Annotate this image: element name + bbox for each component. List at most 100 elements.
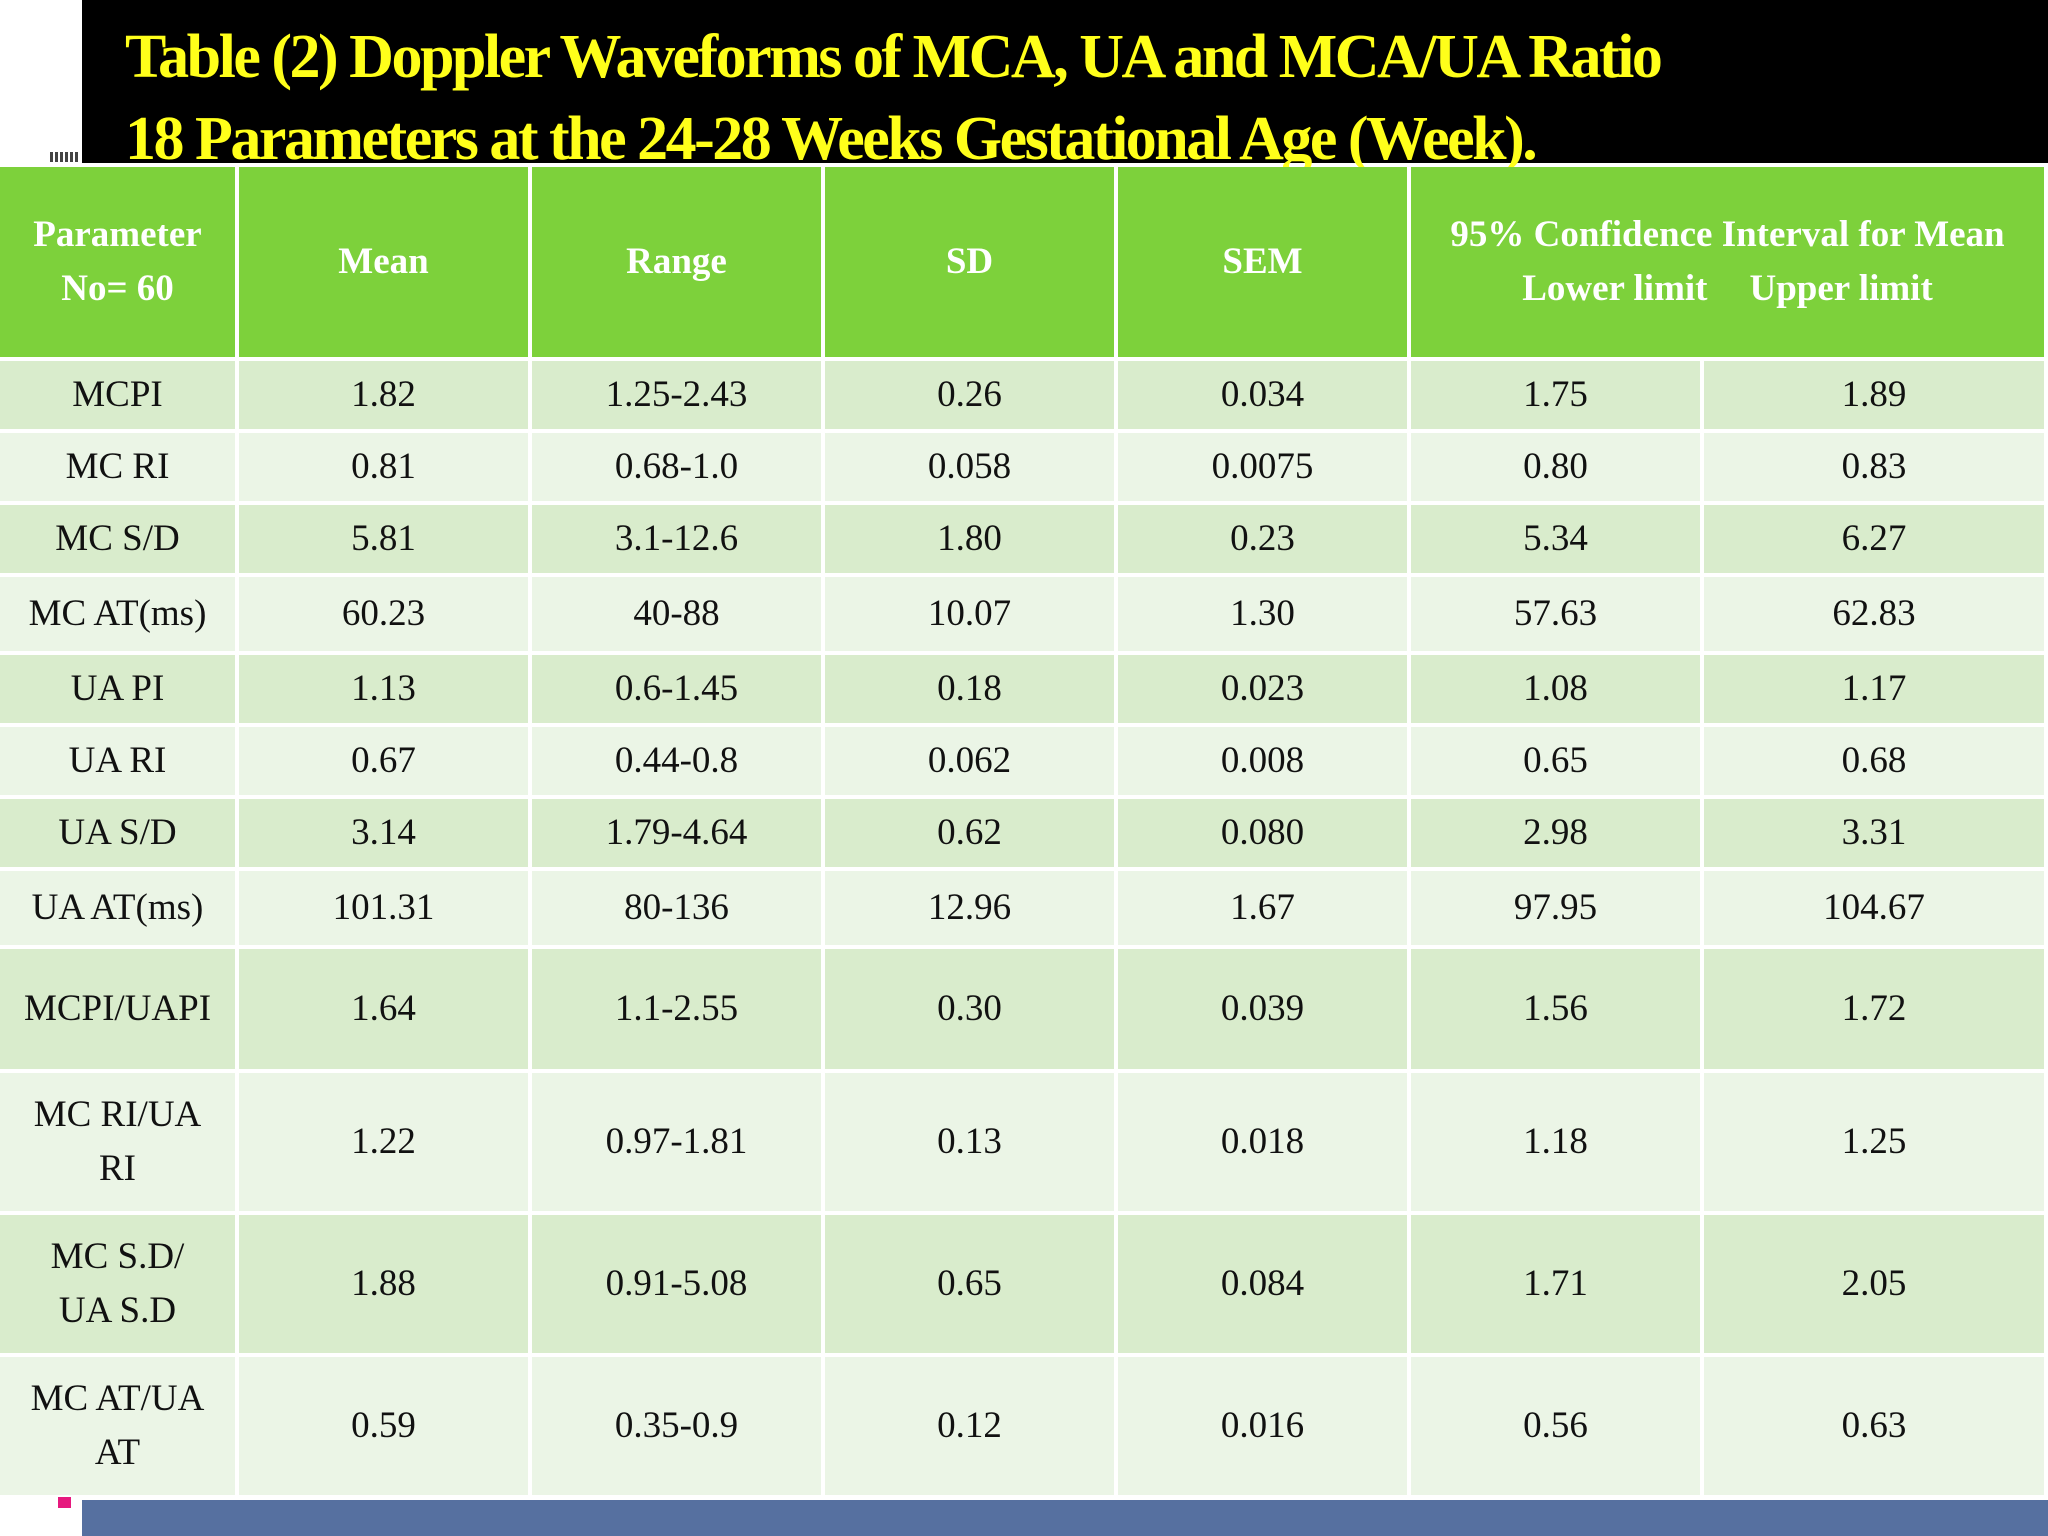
cell-lower: 2.98 — [1411, 799, 1700, 867]
cell-lower: 1.18 — [1411, 1073, 1700, 1211]
table-row: UA AT(ms) 101.31 80-136 12.96 1.67 97.95… — [0, 871, 2044, 945]
cell-sem: 0.23 — [1118, 505, 1407, 573]
cell-range: 40-88 — [532, 577, 821, 651]
cell-parameter-line-1: MC AT/UA — [30, 1378, 205, 1420]
decorative-pink-mark — [58, 1497, 71, 1508]
cell-parameter: MC S.D/ UA S.D — [0, 1215, 235, 1353]
cell-sd: 0.62 — [825, 799, 1114, 867]
cell-sem: 0.018 — [1118, 1073, 1407, 1211]
cell-sd: 0.26 — [825, 361, 1114, 429]
footer-bar — [82, 1500, 2048, 1536]
cell-mean: 1.22 — [239, 1073, 528, 1211]
header-sd: SD — [825, 167, 1114, 357]
cell-mean: 1.88 — [239, 1215, 528, 1353]
table-row: MC S/D 5.81 3.1-12.6 1.80 0.23 5.34 6.27 — [0, 505, 2044, 573]
cell-parameter: UA S/D — [0, 799, 235, 867]
cell-parameter: MC AT(ms) — [0, 577, 235, 651]
cell-mean: 1.64 — [239, 949, 528, 1069]
table-row: UA RI 0.67 0.44-0.8 0.062 0.008 0.65 0.6… — [0, 727, 2044, 795]
cell-parameter: MC RI — [0, 433, 235, 501]
table-row: MC AT(ms) 60.23 40-88 10.07 1.30 57.63 6… — [0, 577, 2044, 651]
table-row: MC AT/UA AT 0.59 0.35-0.9 0.12 0.016 0.5… — [0, 1357, 2044, 1495]
cell-sd: 10.07 — [825, 577, 1114, 651]
cell-lower: 1.75 — [1411, 361, 1700, 429]
cell-mean: 101.31 — [239, 871, 528, 945]
header-confidence-interval: 95% Confidence Interval for Mean Lower l… — [1411, 167, 2044, 357]
cell-sd: 12.96 — [825, 871, 1114, 945]
cell-lower: 0.56 — [1411, 1357, 1700, 1495]
cell-parameter-line-1: MC RI/UA — [33, 1094, 202, 1136]
cell-parameter-line-2: RI — [99, 1148, 136, 1189]
header-parameter-line-2: No= 60 — [61, 268, 174, 309]
table-row: MC S.D/ UA S.D 1.88 0.91-5.08 0.65 0.084… — [0, 1215, 2044, 1353]
header-upper-limit: Upper limit — [1749, 268, 1933, 309]
cell-parameter-line-2: AT — [94, 1432, 141, 1473]
cell-sem: 0.0075 — [1118, 433, 1407, 501]
cell-sem: 0.008 — [1118, 727, 1407, 795]
header-range: Range — [532, 167, 821, 357]
cell-mean: 0.81 — [239, 433, 528, 501]
cell-sd: 1.80 — [825, 505, 1114, 573]
header-mean: Mean — [239, 167, 528, 357]
cell-sd: 0.30 — [825, 949, 1114, 1069]
slide-title-line-1: Table (2) Doppler Waveforms of MCA, UA a… — [125, 23, 1663, 91]
cell-parameter: MC RI/UA RI — [0, 1073, 235, 1211]
header-parameter-line-1: Parameter — [33, 214, 202, 256]
cell-sem: 0.023 — [1118, 655, 1407, 723]
cell-parameter: UA PI — [0, 655, 235, 723]
cell-mean: 0.59 — [239, 1357, 528, 1495]
cell-upper: 6.27 — [1704, 505, 2044, 573]
cell-sd: 0.65 — [825, 1215, 1114, 1353]
cell-range: 0.35-0.9 — [532, 1357, 821, 1495]
cell-parameter: MCPI/UAPI — [0, 949, 235, 1069]
cell-parameter: UA AT(ms) — [0, 871, 235, 945]
cell-sd: 0.13 — [825, 1073, 1114, 1211]
cell-range: 0.91-5.08 — [532, 1215, 821, 1353]
cell-sem: 0.084 — [1118, 1215, 1407, 1353]
header-sem: SEM — [1118, 167, 1407, 357]
cell-range: 1.25-2.43 — [532, 361, 821, 429]
cell-sd: 0.058 — [825, 433, 1114, 501]
cell-sd: 0.062 — [825, 727, 1114, 795]
table-row: MCPI 1.82 1.25-2.43 0.26 0.034 1.75 1.89 — [0, 361, 2044, 429]
table-row: UA S/D 3.14 1.79-4.64 0.62 0.080 2.98 3.… — [0, 799, 2044, 867]
cell-range: 1.1-2.55 — [532, 949, 821, 1069]
cell-range: 3.1-12.6 — [532, 505, 821, 573]
title-bar — [82, 0, 2048, 163]
cell-range: 0.6-1.45 — [532, 655, 821, 723]
cell-upper: 1.72 — [1704, 949, 2044, 1069]
cell-range: 0.44-0.8 — [532, 727, 821, 795]
cell-lower: 1.71 — [1411, 1215, 1700, 1353]
cell-parameter-line-1: MC S.D/ — [50, 1236, 185, 1278]
table-header-row: Parameter No= 60 Mean Range SD SEM 95% C… — [0, 167, 2044, 357]
decorative-bar-mark — [50, 152, 78, 162]
cell-mean: 1.13 — [239, 655, 528, 723]
table-row: MC RI 0.81 0.68-1.0 0.058 0.0075 0.80 0.… — [0, 433, 2044, 501]
cell-parameter: MCPI — [0, 361, 235, 429]
header-lower-limit: Lower limit — [1522, 268, 1708, 309]
cell-lower: 1.56 — [1411, 949, 1700, 1069]
cell-upper: 62.83 — [1704, 577, 2044, 651]
cell-sem: 0.016 — [1118, 1357, 1407, 1495]
header-ci-title: 95% Confidence Interval for Mean — [1450, 214, 2005, 256]
cell-mean: 1.82 — [239, 361, 528, 429]
cell-mean: 60.23 — [239, 577, 528, 651]
cell-sd: 0.18 — [825, 655, 1114, 723]
cell-upper: 3.31 — [1704, 799, 2044, 867]
cell-parameter: UA RI — [0, 727, 235, 795]
table-row: MCPI/UAPI 1.64 1.1-2.55 0.30 0.039 1.56 … — [0, 949, 2044, 1069]
cell-lower: 5.34 — [1411, 505, 1700, 573]
cell-parameter: MC AT/UA AT — [0, 1357, 235, 1495]
cell-lower: 1.08 — [1411, 655, 1700, 723]
cell-sem: 0.080 — [1118, 799, 1407, 867]
cell-lower: 0.65 — [1411, 727, 1700, 795]
cell-sd: 0.12 — [825, 1357, 1114, 1495]
cell-upper: 1.25 — [1704, 1073, 2044, 1211]
cell-upper: 1.89 — [1704, 361, 2044, 429]
cell-sem: 0.039 — [1118, 949, 1407, 1069]
slide-title-line-2: 18 Parameters at the 24-28 Weeks Gestati… — [125, 105, 1538, 173]
cell-upper: 0.63 — [1704, 1357, 2044, 1495]
cell-upper: 2.05 — [1704, 1215, 2044, 1353]
cell-mean: 5.81 — [239, 505, 528, 573]
table-row: UA PI 1.13 0.6-1.45 0.18 0.023 1.08 1.17 — [0, 655, 2044, 723]
